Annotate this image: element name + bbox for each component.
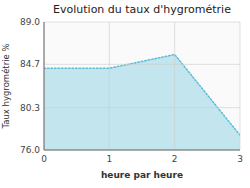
x-axis-line [44,150,240,151]
chart-title: Evolution du taux d'hygrométrie [53,3,231,16]
chart: 76.0 80.3 84.7 89.0 0 1 2 3 Evolution du taux d'… [0,0,250,188]
y-axis-line [44,22,45,150]
grid-line-y [44,150,240,151]
grid-line-y [44,107,240,108]
grid-line-y [44,22,240,23]
x-tick-label: 3 [237,154,243,164]
area-line [44,54,240,135]
x-axis-label: heure par heure [101,170,183,180]
grid-line-x [109,22,110,150]
y-tick-label: 84.7 [20,59,40,69]
y-tick-label: 89.0 [20,17,40,27]
y-axis-label: Taux hygrométrie % [1,43,11,129]
area-fill [44,54,240,150]
y-tick-label: 76.0 [20,145,40,155]
chart-container: 76.0 80.3 84.7 89.0 0 1 2 3 Evolution du taux d'… [0,0,250,188]
x-tick-label: 1 [106,154,112,164]
x-tick-label: 2 [172,154,178,164]
x-tick-label: 0 [41,154,47,164]
y-tick-label: 80.3 [20,103,40,113]
grid-line-x [240,22,241,150]
plot-background [44,22,240,150]
grid-line-y [44,64,240,65]
grid-line-x [174,22,175,150]
data-group [44,54,240,150]
grid-line-x [44,22,45,150]
